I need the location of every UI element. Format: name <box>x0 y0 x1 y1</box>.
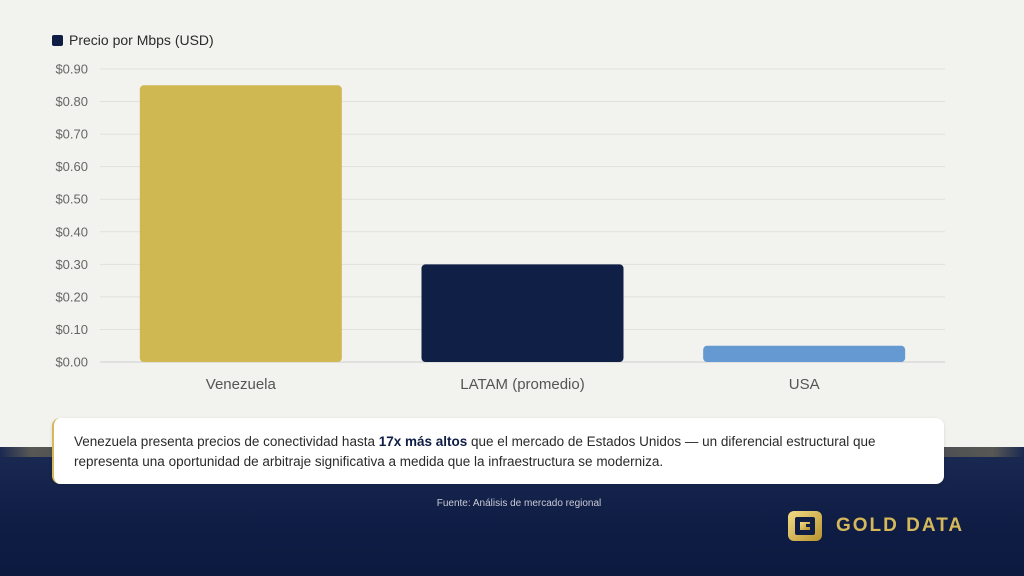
y-tick-label: $0.10 <box>55 322 88 337</box>
brand-logo: GOLD DATA <box>786 509 964 543</box>
y-tick-label: $0.60 <box>55 159 88 174</box>
callout-text-before: Venezuela presenta precios de conectivid… <box>74 434 379 449</box>
y-tick-label: $0.50 <box>55 192 88 207</box>
chart-legend: Precio por Mbps (USD) <box>52 32 214 48</box>
y-tick-label: $0.90 <box>55 62 88 77</box>
insight-callout: Venezuela presenta precios de conectivid… <box>52 418 944 484</box>
y-tick-label: $0.30 <box>55 257 88 272</box>
y-tick-label: $0.80 <box>55 94 88 109</box>
y-tick-label: $0.20 <box>55 289 88 304</box>
gold-data-logo-icon <box>788 511 822 541</box>
y-tick-label: $0.40 <box>55 224 88 239</box>
x-tick-label: USA <box>789 376 820 393</box>
legend-label: Precio por Mbps (USD) <box>69 32 214 48</box>
bar-venezuela <box>139 85 342 363</box>
brand-name: GOLD DATA <box>836 515 965 536</box>
bar-latam-promedio <box>421 264 624 362</box>
source-note: Fuente: Análisis de mercado regional <box>436 498 602 509</box>
y-tick-label: $0.00 <box>55 355 88 370</box>
callout-text-after: que el mercado de Estados Unidos — un di… <box>74 434 876 469</box>
x-tick-label: Venezuela <box>206 376 277 393</box>
callout-highlight: 17x más altos <box>378 434 468 449</box>
bar-chart: $0.00 $0.10 $0.20 $0.30 $0.40 $0.50 $0.60 $0.70… <box>55 62 945 393</box>
y-tick-label: $0.70 <box>55 127 88 142</box>
legend-swatch <box>52 34 63 46</box>
x-tick-label: LATAM (promedio) <box>460 376 584 393</box>
bar-usa <box>703 345 906 362</box>
